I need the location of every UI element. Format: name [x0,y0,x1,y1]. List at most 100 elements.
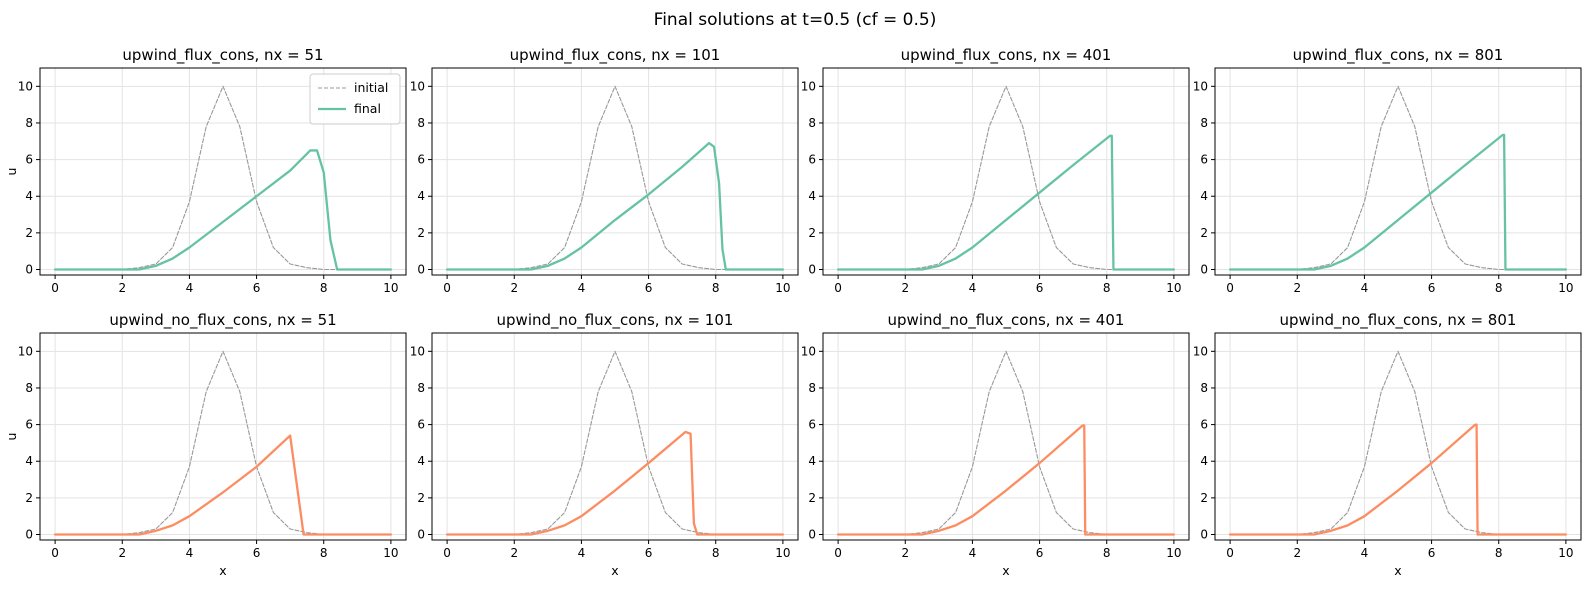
x-tick-label: 0 [834,281,842,295]
series-line-final [1228,423,1568,536]
x-tick-label: 8 [1495,546,1503,560]
y-tick-label: 0 [25,528,33,542]
series-line-final [1228,133,1568,271]
x-tick-label: 2 [510,546,518,560]
subplot-title: upwind_flux_cons, nx = 801 [1293,46,1504,65]
series-line-final [53,434,393,536]
series-line-initial [54,350,392,536]
series-line-initial [446,85,784,271]
y-tick-label: 10 [1193,344,1208,358]
x-tick-label: 8 [1495,281,1503,295]
subplot-8: upwind_no_flux_cons, nx = 801 0 2 4 6 8 10 0 2 4 6… [1193,311,1582,578]
x-tick-label: 4 [969,546,977,560]
x-tick-label: 0 [1226,281,1234,295]
x-tick-label: 2 [1293,546,1301,560]
y-tick-label: 8 [1200,381,1208,395]
x-tick-label: 0 [443,281,451,295]
y-tick-label: 8 [808,381,816,395]
y-tick-label: 10 [18,79,33,93]
x-tick-label: 10 [1166,546,1181,560]
x-tick-label: 2 [901,281,909,295]
x-tick-label: 4 [186,546,194,560]
x-axis-label: x [611,563,618,578]
legend-label-initial: initial [354,80,388,95]
x-tick-label: 8 [1103,281,1111,295]
x-tick-label: 10 [383,281,398,295]
x-tick-label: 6 [645,281,653,295]
x-tick-label: 10 [775,281,790,295]
y-tick-label: 4 [417,454,425,468]
x-tick-label: 6 [645,546,653,560]
y-tick-label: 6 [25,418,33,432]
x-axis-label: x [1002,563,1009,578]
series-line-final [836,134,1176,271]
x-tick-label: 0 [1226,546,1234,560]
subplot-title: upwind_no_flux_cons, nx = 101 [497,311,734,330]
x-tick-label: 8 [1103,546,1111,560]
y-tick-label: 8 [25,116,33,130]
x-tick-label: 8 [320,546,328,560]
x-tick-label: 0 [443,546,451,560]
y-tick-label: 0 [1200,528,1208,542]
y-tick-label: 2 [25,491,33,505]
subplot-title: upwind_flux_cons, nx = 51 [122,46,323,65]
y-tick-label: 4 [1200,454,1208,468]
x-tick-label: 2 [901,546,909,560]
x-tick-label: 4 [578,546,586,560]
y-tick-label: 2 [1200,226,1208,240]
axes-frame [431,332,799,541]
x-axis-label: x [219,563,226,578]
x-tick-label: 4 [1361,546,1369,560]
y-tick-label: 8 [417,381,425,395]
y-tick-label: 6 [417,418,425,432]
y-tick-label: 8 [1200,116,1208,130]
x-tick-label: 0 [51,281,59,295]
y-tick-label: 2 [417,491,425,505]
x-tick-label: 2 [1293,281,1301,295]
x-tick-label: 4 [1361,281,1369,295]
y-tick-label: 6 [1200,153,1208,167]
y-tick-label: 8 [417,116,425,130]
series-line-initial [1229,85,1567,271]
x-tick-label: 2 [118,281,126,295]
subplot-title: upwind_no_flux_cons, nx = 51 [109,311,336,330]
y-tick-label: 6 [808,153,816,167]
y-tick-label: 10 [801,344,816,358]
axes-frame [39,67,407,276]
y-tick-label: 0 [808,263,816,277]
y-tick-label: 8 [808,116,816,130]
legend-label-final: final [354,101,381,116]
series-line-final [836,424,1176,536]
y-tick-label: 6 [25,153,33,167]
y-tick-label: 6 [1200,418,1208,432]
y-tick-label: 4 [1200,189,1208,203]
subplot-4: upwind_flux_cons, nx = 801 0 2 4 6 8 10 0 2 4 6 8 10 [1193,46,1582,295]
y-tick-label: 2 [808,226,816,240]
subplot-title: upwind_no_flux_cons, nx = 801 [1280,311,1517,330]
x-tick-label: 2 [510,281,518,295]
y-tick-label: 6 [417,153,425,167]
legend-box [309,73,401,125]
x-tick-label: 4 [186,281,194,295]
y-tick-label: 4 [417,189,425,203]
y-tick-label: 0 [808,528,816,542]
series-line-final [445,141,785,271]
series-line-initial [54,85,392,271]
y-tick-label: 2 [808,491,816,505]
x-tick-label: 10 [383,546,398,560]
y-tick-label: 10 [410,79,425,93]
x-tick-label: 10 [1558,546,1573,560]
x-tick-label: 4 [578,281,586,295]
x-tick-label: 2 [118,546,126,560]
y-tick-label: 10 [18,344,33,358]
figure-title: Final solutions at t=0.5 (cf = 0.5) [654,10,937,30]
y-tick-label: 10 [801,79,816,93]
subplot-title: upwind_flux_cons, nx = 401 [901,46,1112,65]
y-tick-label: 0 [1200,263,1208,277]
subplot-6: upwind_no_flux_cons, nx = 101 0 2 4 6 8 10 0 2 4 6… [410,311,799,578]
x-tick-label: 6 [1428,281,1436,295]
x-axis-label: x [1394,563,1401,578]
x-tick-label: 6 [1036,546,1044,560]
y-tick-label: 2 [25,226,33,240]
